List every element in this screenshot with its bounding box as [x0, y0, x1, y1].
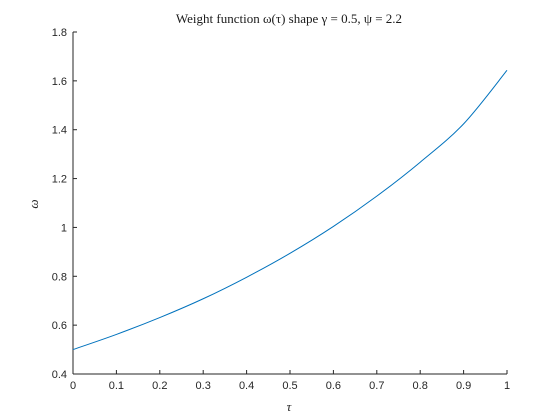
x-tick-label: 0.6 [326, 380, 341, 392]
plot-area: 0 0.1 0.2 0.3 0.4 0.5 0.6 0.7 0.8 0.9 1 0.4 0.6 0.8 1 1… [52, 27, 510, 392]
y-axis-label: ω [26, 199, 41, 208]
x-tick-label: 0.4 [239, 380, 254, 392]
y-tick-label: 0.6 [52, 320, 67, 332]
y-tick-label: 0.4 [52, 369, 67, 381]
y-tick-label: 1.2 [52, 174, 67, 186]
y-tick-label: 0.8 [52, 271, 67, 283]
x-tick-label: 0.8 [413, 380, 428, 392]
x-tick-label: 0.3 [196, 380, 211, 392]
y-tick-label: 1.8 [52, 27, 67, 39]
chart-title: Weight function ω(τ) shape γ = 0.5, ψ = … [176, 11, 402, 26]
y-tick-label: 1.6 [52, 76, 67, 88]
x-tick-label: 0.2 [152, 380, 167, 392]
x-tick-label: 0.1 [109, 380, 124, 392]
x-axis-label: τ [287, 399, 293, 414]
x-tick-label: 0 [70, 380, 76, 392]
x-tick-label: 1 [504, 380, 510, 392]
x-tick-label: 0.5 [282, 380, 297, 392]
y-tick-label: 1 [61, 222, 67, 234]
x-tick-label: 0.9 [456, 380, 471, 392]
y-tick-label: 1.4 [52, 125, 67, 137]
series-line-omega [72, 70, 508, 351]
x-tick-label: 0.7 [369, 380, 384, 392]
